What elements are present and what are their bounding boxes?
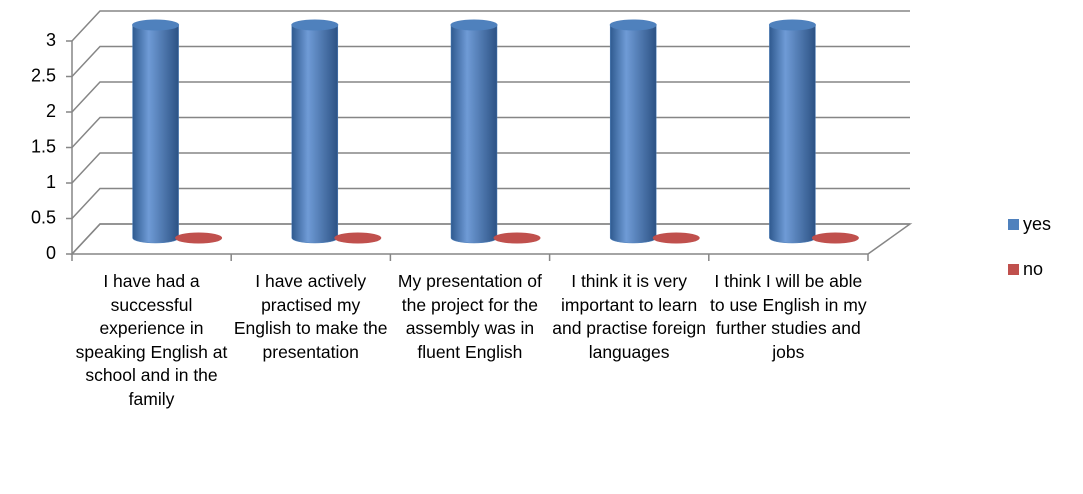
bar-top	[652, 232, 700, 244]
y-tick-label: 0.5	[31, 207, 56, 227]
x-tick-label: I have had a successful experience in sp…	[75, 271, 228, 409]
legend-swatch	[1008, 219, 1019, 230]
bar-top	[291, 19, 339, 31]
y-tick-label: 2.5	[31, 65, 56, 85]
grid-line	[71, 10, 910, 42]
x-tick-label: My presentation of the project for the a…	[397, 271, 542, 362]
legend-swatch	[1008, 264, 1019, 275]
y-tick-label: 3	[46, 30, 56, 50]
bar	[291, 24, 339, 244]
bar	[132, 24, 179, 244]
bar-top	[768, 19, 816, 31]
bar-top	[811, 232, 859, 244]
bar-top	[450, 19, 498, 31]
bar	[769, 24, 816, 244]
x-tick-label: I have actively practised my English to …	[233, 271, 388, 362]
bar	[609, 24, 657, 244]
legend-label: no	[1023, 259, 1043, 279]
y-tick-label: 0	[46, 243, 56, 263]
bar-top	[334, 232, 382, 244]
bar-top	[493, 232, 541, 244]
bar	[450, 24, 498, 244]
y-tick-label: 1	[46, 172, 56, 192]
bar-top	[175, 232, 223, 244]
y-tick-label: 2	[46, 101, 56, 121]
y-tick-label: 1.5	[31, 136, 56, 156]
x-tick-label: I think it is very important to learn an…	[552, 271, 706, 362]
bar-top	[609, 19, 657, 31]
bar-top	[132, 19, 180, 31]
legend-label: yes	[1023, 214, 1051, 234]
x-tick-label: I think I will be able to use English in…	[709, 271, 867, 362]
